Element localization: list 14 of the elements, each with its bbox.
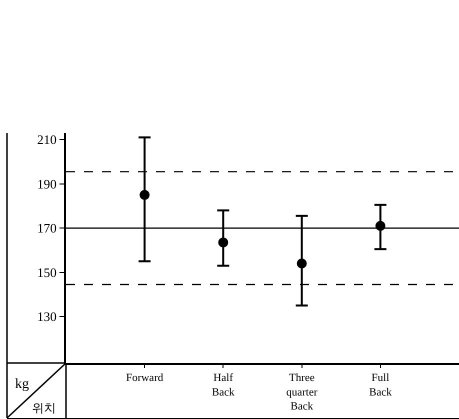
y-tick-label: 190: [37, 176, 57, 192]
y-tick-label: 170: [37, 220, 57, 236]
point: [218, 237, 228, 248]
x-tick-label: Forward: [126, 372, 164, 384]
x-tick-label: Three quarter Back: [286, 372, 318, 413]
y-tick-label: 210: [37, 132, 57, 148]
y-axis-title: kg: [15, 377, 29, 392]
x-tick-label: Half Back: [212, 372, 235, 398]
point: [140, 190, 150, 200]
y-tick-label: 130: [37, 309, 57, 324]
x-axis-title: 위치: [32, 401, 56, 415]
x-tick-label: Full Back: [369, 372, 392, 398]
y-tick-label: 150: [37, 264, 57, 280]
point: [296, 258, 307, 268]
